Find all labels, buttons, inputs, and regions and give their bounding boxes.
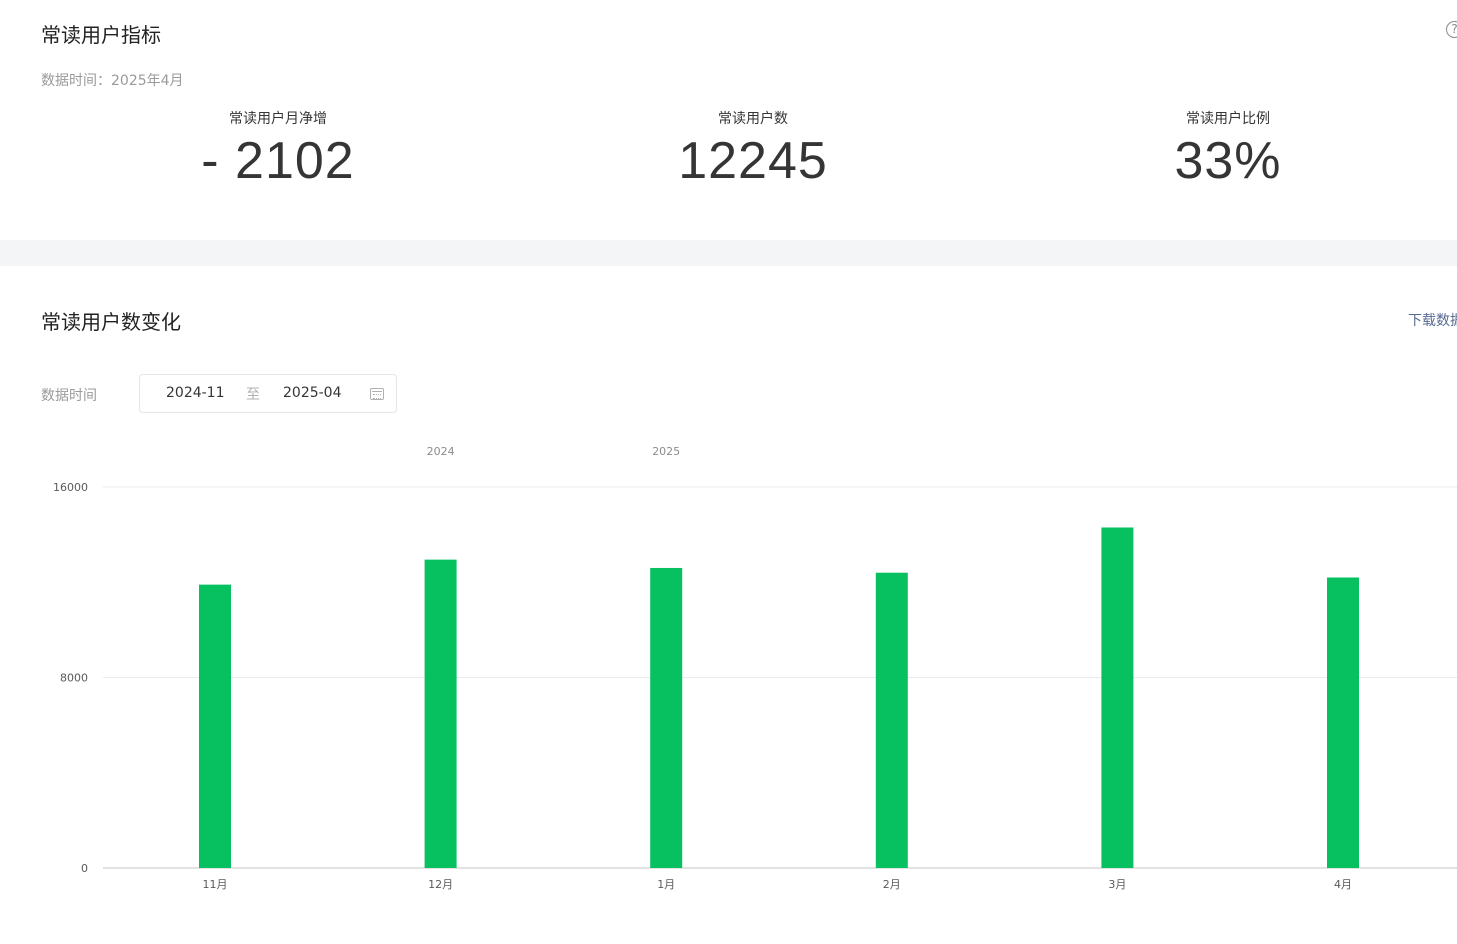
metric-label: 常读用户数 <box>718 111 788 127</box>
bar <box>424 559 457 868</box>
x-tick-label: 1月 <box>657 878 675 891</box>
metric-value: - 2102 <box>201 132 355 190</box>
download-data-link[interactable]: 下载数据 <box>1408 313 1457 329</box>
metric-user-count: 常读用户数 12245 <box>603 108 903 192</box>
range-label: 数据时间 <box>41 388 97 404</box>
x-tick-label: 11月 <box>203 878 228 891</box>
metric-value: 12245 <box>678 132 828 190</box>
x-tick-label: 4月 <box>1334 878 1352 891</box>
overview-title: 常读用户指标 <box>41 23 161 47</box>
metric-label: 常读用户比例 <box>1186 111 1270 127</box>
metric-label: 常读用户月净增 <box>229 111 327 127</box>
y-tick-label: 0 <box>81 862 88 875</box>
metric-net-increase: 常读用户月净增 - 2102 <box>128 108 428 192</box>
bar <box>199 584 231 868</box>
metric-value: 33% <box>1174 132 1282 190</box>
trend-card: 常读用户数变化 下载数据 数据时间 2024-11 至 2025-04 <box>0 266 1457 944</box>
year-label: 2024 <box>427 445 455 458</box>
y-tick-label: 8000 <box>60 672 88 685</box>
date-range-picker[interactable]: 2024-11 至 2025-04 <box>139 374 397 413</box>
range-separator: 至 <box>246 387 260 403</box>
range-end-input[interactable]: 2025-04 <box>283 385 342 401</box>
range-start-input[interactable]: 2024-11 <box>166 385 225 401</box>
bar <box>875 572 908 868</box>
x-tick-label: 2月 <box>883 878 901 891</box>
user-count-bar-chart: 0 8000 16000 11月 12月 1月 2月 3月 4月 2024 2025 <box>53 445 1457 891</box>
metric-user-ratio: 常读用户比例 33% <box>1078 108 1378 192</box>
section-separator <box>0 240 1457 266</box>
x-tick-label: 12月 <box>428 878 453 891</box>
trend-title: 常读用户数变化 <box>41 310 181 334</box>
year-label: 2025 <box>652 445 680 458</box>
question-icon[interactable]: ? <box>1446 21 1457 38</box>
y-tick-label: 16000 <box>53 481 88 494</box>
overview-data-time: 数据时间：2025年4月 <box>41 73 184 89</box>
calendar-icon[interactable] <box>370 388 384 400</box>
x-tick-label: 3月 <box>1108 878 1126 891</box>
overview-card: 常读用户指标 ? 数据时间：2025年4月 常读用户月净增 - 2102 常读用… <box>0 0 1457 240</box>
bar <box>1101 527 1134 868</box>
bar <box>1327 577 1359 868</box>
bar <box>650 567 683 868</box>
